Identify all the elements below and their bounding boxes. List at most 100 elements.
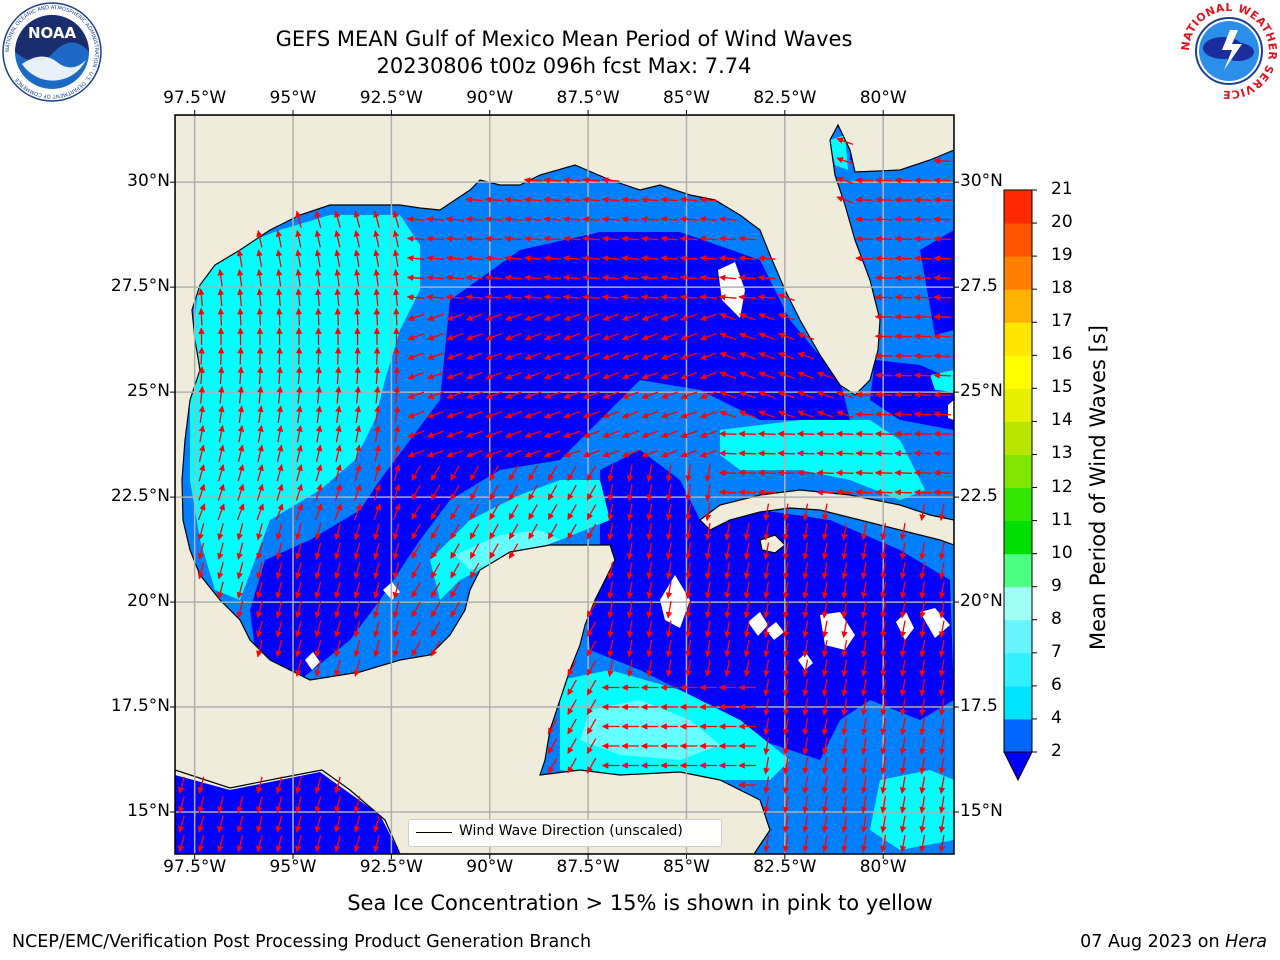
wind-arrow (237, 288, 244, 307)
wind-arrow (641, 352, 659, 360)
wind-arrow (880, 600, 887, 619)
wind-arrow (334, 796, 341, 814)
wind-arrow (567, 679, 577, 696)
wind-arrow (860, 678, 868, 697)
wind-arrow (699, 196, 718, 204)
wind-arrow (430, 601, 441, 618)
wind-arrow (484, 274, 503, 282)
wind-arrow (685, 561, 692, 580)
wind-arrow (353, 210, 361, 228)
wind-arrow (641, 371, 659, 380)
wind-arrow (469, 562, 480, 579)
wind-arrow (665, 639, 673, 658)
wind-arrow (894, 352, 913, 360)
wind-arrow (738, 255, 757, 262)
wind-arrow (567, 465, 577, 481)
wind-arrow (276, 464, 284, 482)
wind-arrow (465, 391, 483, 399)
wind-arrow (699, 216, 718, 223)
wind-arrow (295, 659, 302, 677)
wind-arrow (899, 756, 907, 775)
wind-arrow (860, 815, 868, 834)
wind-arrow (407, 391, 425, 399)
wind-arrow (938, 776, 946, 795)
wind-arrow (256, 307, 264, 326)
wind-arrow (586, 757, 597, 774)
wind-arrow (469, 543, 480, 559)
wind-arrow (685, 600, 692, 619)
wind-arrow (256, 776, 263, 794)
wind-arrow (484, 255, 503, 262)
wind-arrow (738, 352, 756, 360)
wind-arrow (913, 177, 932, 184)
wind-arrow (841, 698, 848, 717)
wind-arrow (685, 542, 692, 561)
wind-arrow (680, 410, 698, 419)
colorbar-segment (1004, 553, 1032, 588)
wind-arrow (860, 620, 868, 639)
wind-arrow (821, 600, 829, 619)
wind-arrow (626, 581, 634, 600)
wind-arrow (913, 469, 932, 477)
wind-arrow (276, 346, 283, 365)
wind-arrow (178, 835, 185, 853)
footer-date-text: 07 Aug 2023 on (1080, 932, 1226, 952)
wind-arrow (392, 581, 400, 599)
wind-arrow (275, 562, 283, 580)
wind-arrow (855, 450, 874, 457)
wind-arrow (411, 504, 421, 520)
wind-arrow (373, 210, 380, 228)
colorbar-segment (1004, 355, 1032, 389)
wind-arrow (641, 313, 659, 321)
wind-arrow (640, 294, 659, 301)
wind-arrow (543, 332, 561, 341)
wind-arrow (719, 332, 737, 341)
wind-arrow (256, 268, 263, 287)
wind-arrow (743, 522, 751, 541)
wind-arrow (821, 522, 829, 541)
lon-label-bottom: 87.5°W (556, 857, 620, 877)
wind-arrow (465, 196, 484, 204)
land-north-america (175, 115, 954, 854)
wind-arrow (465, 294, 484, 301)
wind-arrow (782, 795, 790, 814)
wind-arrow (738, 430, 757, 438)
wind-arrow (314, 249, 322, 268)
lon-label-bottom: 85°W (662, 857, 710, 877)
wind-arrow (913, 411, 932, 418)
wind-arrow (562, 274, 581, 282)
wind-arrow (646, 464, 653, 483)
wind-arrow (718, 216, 737, 223)
wind-arrow (763, 620, 770, 639)
wind-arrow (446, 371, 464, 380)
wind-arrow (392, 210, 400, 228)
wind-arrow (236, 523, 244, 541)
wind-arrow (582, 177, 601, 184)
wind-arrow (860, 698, 868, 717)
lat-label-left: 15°N (127, 801, 170, 821)
wind-arrow (777, 332, 795, 341)
wind-arrow (841, 561, 848, 580)
wind-arrow (763, 737, 770, 756)
wind-arrow (484, 196, 503, 204)
wind-arrow (738, 332, 756, 341)
wind-arrow (315, 425, 323, 443)
field-4to6-florida-straits (720, 420, 925, 500)
lat-label-right: 17.5 (960, 696, 998, 717)
wind-arrow (874, 216, 893, 223)
wind-arrow (334, 640, 341, 658)
wind-arrow (426, 313, 444, 321)
wind-arrow (607, 659, 614, 678)
wind-arrow (485, 449, 503, 458)
wind-arrow (660, 235, 679, 243)
wind-arrow (217, 523, 224, 541)
wind-arrow (295, 601, 302, 619)
wind-arrow (680, 391, 698, 399)
wind-arrow (607, 620, 614, 639)
wind-arrow (685, 639, 692, 658)
wind-arrow (796, 450, 815, 457)
wind-arrow (841, 659, 848, 678)
wind-arrow (685, 581, 692, 600)
wind-arrow (353, 503, 362, 521)
wind-arrow (821, 639, 829, 658)
